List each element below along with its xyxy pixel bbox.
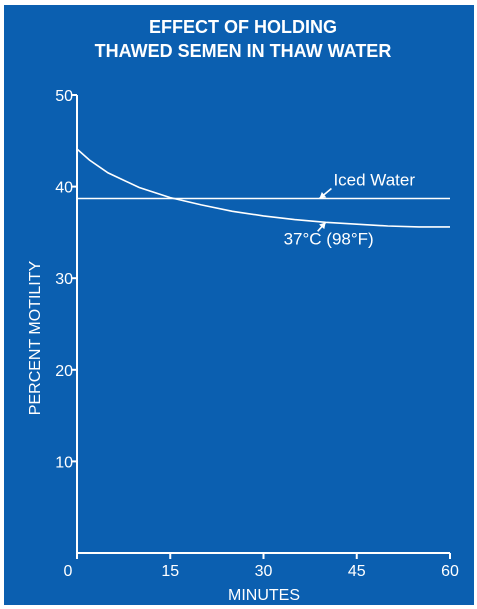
x-axis-label: MINUTES (228, 587, 300, 604)
series-37c-line (76, 148, 450, 228)
axes-group (76, 95, 450, 554)
y-tick-label: 30 (55, 271, 73, 288)
annotation-arrow-head (319, 222, 326, 230)
annotation-iced-water: Iced Water (333, 171, 415, 190)
annotation-37c: 37°C (98°F) (284, 229, 374, 248)
x-tick-label: 30 (255, 563, 273, 580)
annotation-arrow-head (319, 191, 327, 199)
x-tick-label: 45 (348, 563, 366, 580)
y-tick-label: 20 (55, 363, 73, 380)
x-tick-label: 0 (64, 563, 73, 580)
chart-panel (4, 5, 474, 605)
y-tick-label: 10 (55, 454, 73, 471)
y-axis-label: PERCENT MOTILITY (27, 260, 44, 415)
chart-title-line-2: THAWED SEMEN IN THAW WATER (95, 41, 392, 61)
annotations-group: Iced Water 37°C (98°F) (284, 171, 416, 249)
x-tick-label: 60 (441, 563, 459, 580)
series-group (76, 148, 450, 228)
chart-title-line-1: EFFECT OF HOLDING (149, 17, 337, 37)
y-tick-label: 50 (55, 88, 73, 105)
x-tick-label: 15 (161, 563, 179, 580)
ticks-group: 0 15 30 45 60 10 20 30 40 50 (55, 88, 459, 580)
y-tick-label: 40 (55, 180, 73, 197)
